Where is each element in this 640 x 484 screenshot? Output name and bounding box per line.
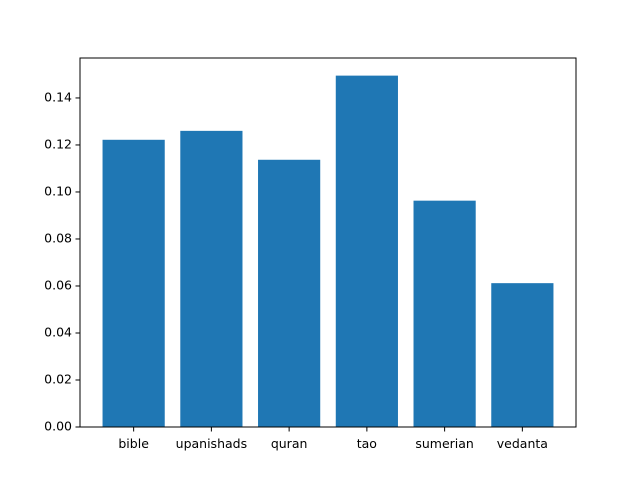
bars-layer [102,75,554,428]
y-tick-label: 0.02 [44,371,72,386]
plot-frame [79,57,577,428]
bar-bible [102,139,165,427]
bar-upanishads [180,130,243,428]
bar-sumerian [413,200,476,427]
x-tick-label-vedanta: vedanta [497,436,548,451]
y-tick-label: 0.10 [44,183,72,198]
x-tick-label-quran: quran [271,436,308,451]
bar-tao [335,75,398,428]
x-tick-label-bible: bible [118,436,149,451]
x-tick-label-tao: tao [357,436,377,451]
y-tick-label: 0.14 [44,89,72,104]
y-tick-label: 0.08 [44,230,72,245]
bar-quran [258,159,321,427]
bar-vedanta [491,283,554,427]
x-axis: bible upanishads quran tao sumerian vedanta [118,427,548,451]
y-tick-label: 0.06 [44,277,72,292]
y-tick-label: 0.00 [44,419,72,434]
x-tick-label-upanishads: upanishads [176,436,247,451]
y-tick-label: 0.12 [44,136,72,151]
y-axis: 0.00 0.02 0.04 0.06 0.08 0.10 0.12 0.14 [44,89,80,434]
x-tick-label-sumerian: sumerian [415,436,474,451]
y-tick-label: 0.04 [44,324,72,339]
